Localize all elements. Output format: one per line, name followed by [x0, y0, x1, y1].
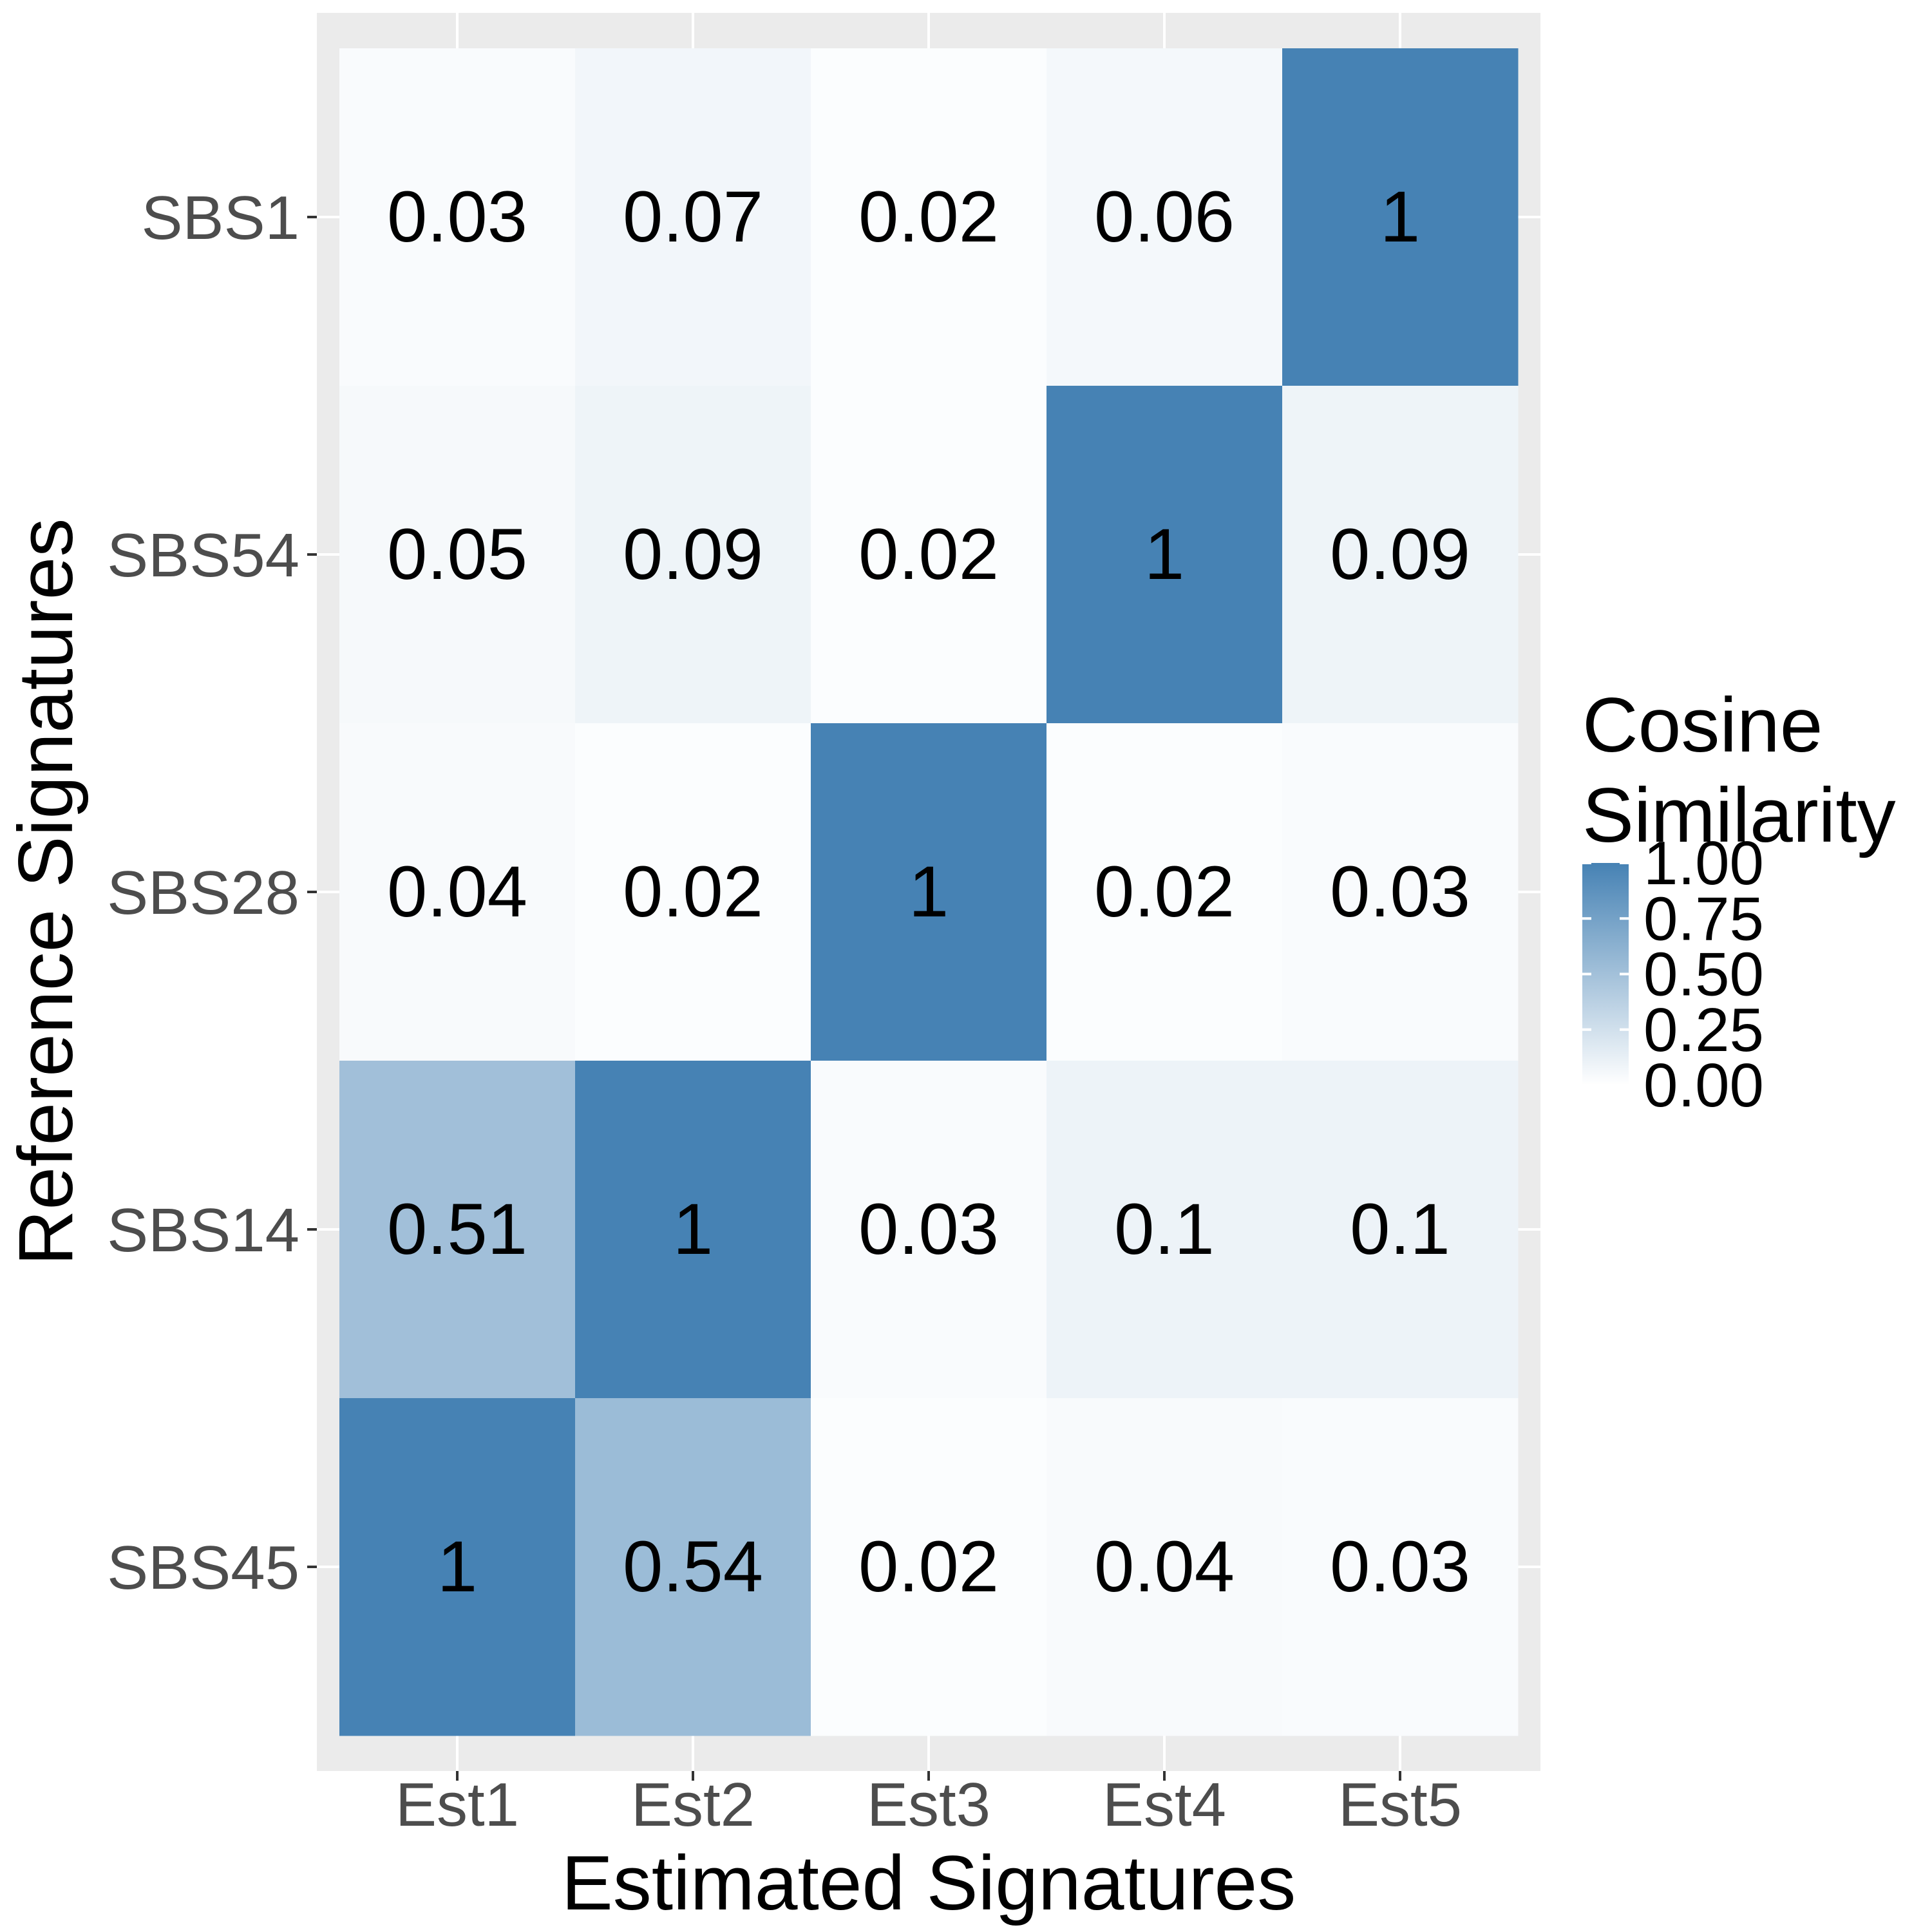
heatmap-cell [811, 48, 1047, 386]
heatmap-cell [339, 386, 576, 724]
y-tick-label: SBS54 [107, 521, 299, 590]
color-legend: Cosine Similarity 1.000.750.500.250.00 [1582, 682, 1896, 1120]
y-tick-label: SBS28 [107, 858, 299, 927]
cell-value-label: 0.02 [1094, 851, 1235, 932]
heatmap-cell [1282, 723, 1519, 1061]
heatmap-cell [1282, 48, 1519, 386]
legend-tick-label: 0.75 [1643, 884, 1764, 953]
cell-value-label: 0.1 [1114, 1189, 1215, 1269]
heatmap-cell [1282, 1061, 1519, 1399]
cell-value-labels: 0.03 0.07 0.02 0.06 1 0.05 0.09 0.02 1 0.09 0.04 0.… [387, 176, 1470, 1607]
cell-value-label: 0.02 [858, 1526, 999, 1607]
heatmap-cell [1046, 723, 1283, 1061]
cell-value-label: 0.09 [623, 514, 763, 594]
cell-value-label: 0.02 [858, 176, 999, 257]
heatmap-cell [811, 386, 1047, 724]
heatmap-cell [339, 48, 576, 386]
y-tick-label: SBS1 [142, 184, 299, 252]
cell-value-label: 1 [909, 851, 949, 932]
heatmap-cell [339, 1061, 576, 1399]
cell-value-label: 0.02 [623, 851, 763, 932]
heatmap-cell [575, 48, 811, 386]
y-tick-label: SBS45 [107, 1533, 299, 1602]
heatmap-cell [575, 1061, 811, 1399]
heatmap-cell [811, 723, 1047, 1061]
cell-value-label: 0.04 [387, 851, 527, 932]
cell-value-label: 0.07 [623, 176, 763, 257]
cell-value-label: 1 [673, 1189, 713, 1269]
heatmap-cell [1046, 1061, 1283, 1399]
x-tick-label: Est3 [867, 1770, 990, 1839]
heatmap-cell [1046, 1398, 1283, 1736]
cell-value-label: 0.03 [1330, 851, 1470, 932]
cell-value-label: 0.03 [858, 1189, 999, 1269]
cell-value-label: 0.09 [1330, 514, 1470, 594]
cell-value-label: 1 [1380, 176, 1420, 257]
cell-value-label: 0.05 [387, 514, 527, 594]
cell-value-label: 1 [1144, 514, 1184, 594]
legend-tick-label: 1.00 [1643, 829, 1764, 898]
cell-value-label: 0.1 [1350, 1189, 1450, 1269]
legend-title-line-2: Similarity [1582, 772, 1896, 858]
heatmap-cell [575, 723, 811, 1061]
heatmap-cell [811, 1398, 1047, 1736]
legend-title-line-1: Cosine [1582, 682, 1823, 768]
cell-value-label: 0.03 [387, 176, 527, 257]
heatmap-cell [575, 1398, 811, 1736]
x-axis-ticks: Est1 Est2 Est3 Est4 Est5 [395, 1770, 1462, 1839]
heatmap-cell [1046, 48, 1283, 386]
x-tick-label: Est2 [631, 1770, 755, 1839]
cell-value-label: 0.04 [1094, 1526, 1235, 1607]
legend-ticks: 1.000.750.500.250.00 [1582, 829, 1764, 1120]
heatmap-cells [339, 48, 1519, 1736]
x-tick-label: Est4 [1103, 1770, 1226, 1839]
cell-value-label: 0.06 [1094, 176, 1235, 257]
x-tick-label: Est1 [395, 1770, 519, 1839]
x-tick-label: Est5 [1338, 1770, 1462, 1839]
cell-value-label: 1 [437, 1526, 477, 1607]
y-axis-ticks: SBS1 SBS54 SBS28 SBS14 SBS45 [107, 184, 317, 1602]
cell-value-label: 0.51 [387, 1189, 527, 1269]
legend-tick-label: 0.25 [1643, 996, 1764, 1065]
cell-value-label: 0.54 [623, 1526, 763, 1607]
heatmap-cell [339, 723, 576, 1061]
heatmap-cell [1046, 386, 1283, 724]
heatmap-cell [1282, 386, 1519, 724]
heatmap-cell [575, 386, 811, 724]
heatmap-cell [1282, 1398, 1519, 1736]
cell-value-label: 0.02 [858, 514, 999, 594]
y-tick-label: SBS14 [107, 1196, 299, 1265]
y-axis-title: Reference Signatures [3, 518, 89, 1266]
cell-value-label: 0.03 [1330, 1526, 1470, 1607]
heatmap-cell [339, 1398, 576, 1736]
legend-tick-label: 0.50 [1643, 940, 1764, 1009]
x-axis-title: Estimated Signatures [562, 1840, 1296, 1926]
heatmap-cell [811, 1061, 1047, 1399]
legend-tick-label: 0.00 [1643, 1051, 1764, 1120]
